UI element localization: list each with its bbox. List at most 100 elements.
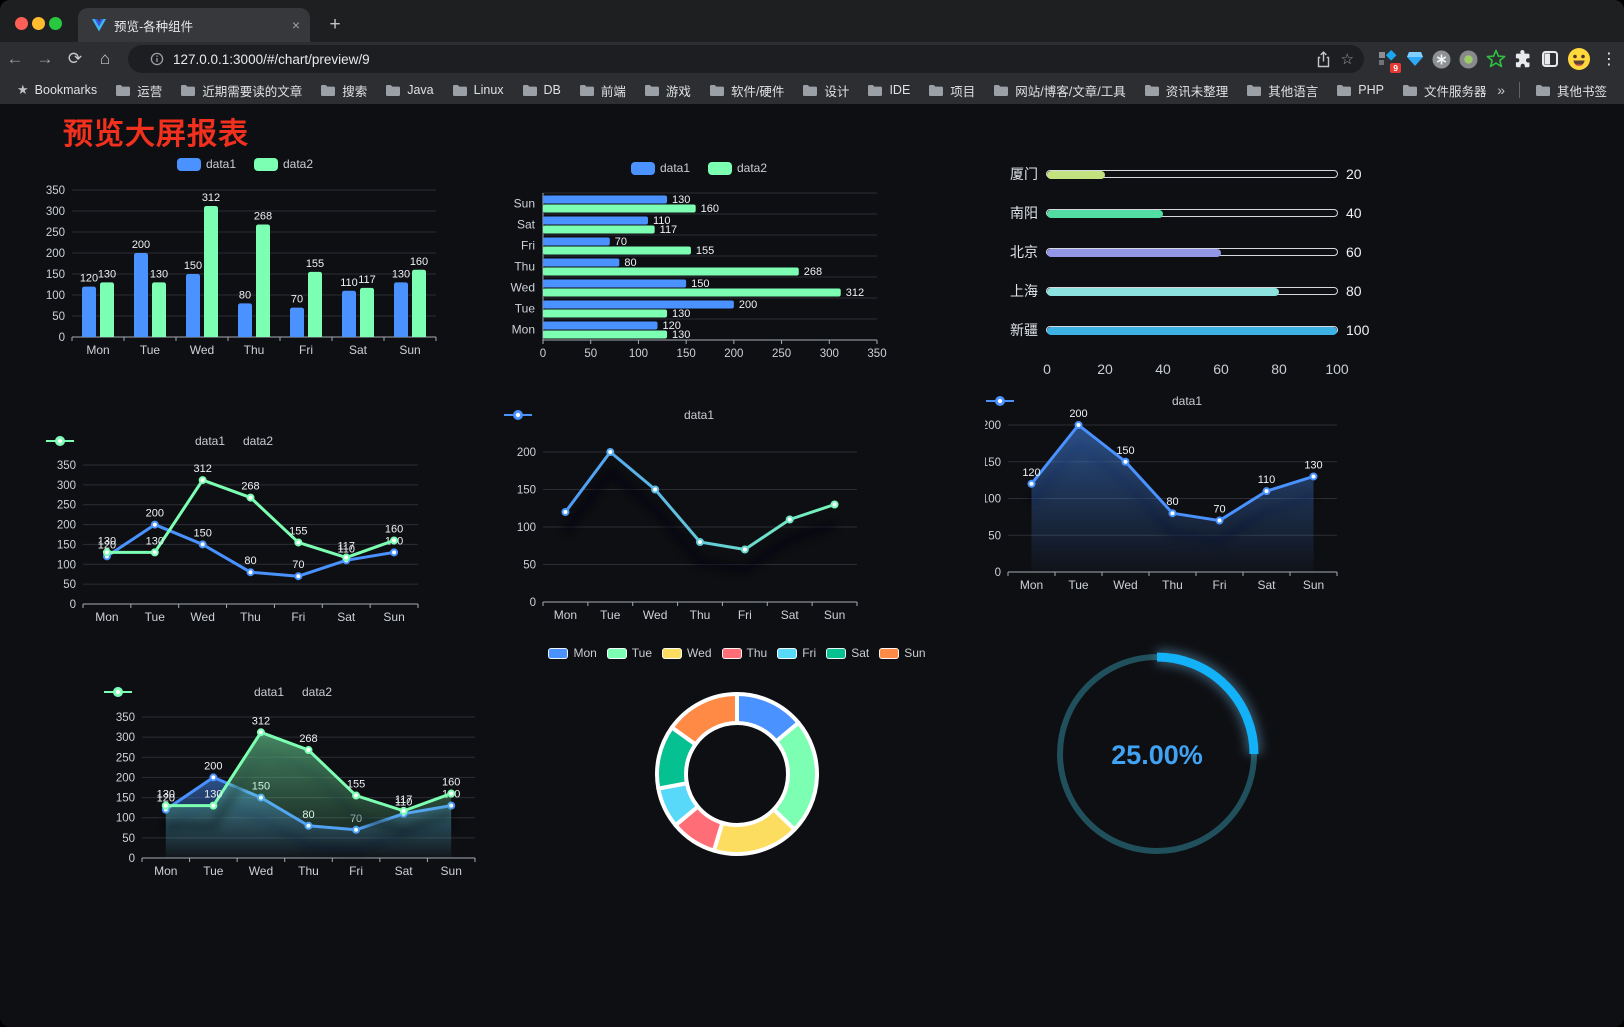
share-icon[interactable] <box>1316 50 1331 68</box>
bookmark-folder[interactable]: 设计 <box>793 81 858 100</box>
bar-segment[interactable] <box>412 269 426 337</box>
bar-segment[interactable] <box>290 307 304 337</box>
legend-item[interactable]: Fri <box>777 646 816 660</box>
bar-segment[interactable] <box>360 287 374 337</box>
legend-item[interactable]: Sat <box>826 646 869 660</box>
svg-text:130: 130 <box>392 268 410 280</box>
bar-segment[interactable] <box>543 195 668 204</box>
pie-slice[interactable] <box>711 807 797 856</box>
zoom-button[interactable] <box>49 17 62 30</box>
extension-icon-half-square[interactable] <box>1536 50 1563 68</box>
bookmark-folder[interactable]: 项目 <box>919 81 984 100</box>
bar-segment[interactable] <box>543 279 687 288</box>
bar-segment[interactable] <box>543 300 734 309</box>
bar-segment[interactable] <box>134 253 148 337</box>
bar-segment[interactable] <box>543 237 610 246</box>
bookmark-folder[interactable]: 近期需要读的文章 <box>171 81 311 100</box>
bar-segment[interactable] <box>152 282 166 337</box>
bar-segment[interactable] <box>543 321 658 330</box>
bookmark-folder[interactable]: 搜索 <box>311 81 376 100</box>
legend-item[interactable]: Wed <box>662 646 712 660</box>
url-text[interactable]: 127.0.0.1:3000/#/chart/preview/9 <box>173 51 370 67</box>
legend-item[interactable]: data2 <box>46 434 273 448</box>
extensions-puzzle-icon[interactable] <box>1509 49 1536 69</box>
legend-item[interactable]: data2 <box>254 157 313 171</box>
data-point <box>740 545 749 554</box>
bookmark-folder[interactable]: 游戏 <box>635 81 700 100</box>
bar-segment[interactable] <box>186 274 200 337</box>
bar-segment[interactable] <box>543 258 620 267</box>
bar-segment[interactable] <box>342 290 356 337</box>
bookmark-folder[interactable]: PHP <box>1327 81 1393 100</box>
extension-icon-grid-diamond[interactable]: 9 <box>1374 49 1401 73</box>
browser-tab[interactable]: 预览-各种组件 × <box>78 8 310 42</box>
legend-item[interactable]: data1 <box>104 685 284 699</box>
svg-text:300: 300 <box>46 206 65 218</box>
bookmark-folder[interactable]: IDE <box>858 81 919 100</box>
legend-item[interactable]: Sun <box>879 646 926 660</box>
progress-value: 20 <box>1346 166 1362 182</box>
legend-item[interactable]: Mon <box>548 646 597 660</box>
bar-segment[interactable] <box>308 271 322 337</box>
bar-segment[interactable] <box>543 225 655 234</box>
tab-close-icon[interactable]: × <box>291 17 300 33</box>
bar-segment[interactable] <box>204 205 218 337</box>
bar-segment[interactable] <box>543 246 691 255</box>
extension-icon-circle-dot[interactable] <box>1455 50 1482 69</box>
extension-icon-circle-asterisk[interactable] <box>1428 50 1455 69</box>
legend-item[interactable]: data1 <box>630 161 690 175</box>
forward-icon[interactable]: → <box>36 49 54 68</box>
bookmark-folder[interactable]: 运营 <box>106 81 171 100</box>
bar-segment[interactable] <box>100 282 114 337</box>
bar-segment[interactable] <box>543 267 799 276</box>
bar-segment[interactable] <box>543 216 648 225</box>
bar-segment[interactable] <box>543 330 668 339</box>
legend-item[interactable]: data2 <box>708 161 767 175</box>
axis-tick-label: 80 <box>1271 361 1287 377</box>
bookmark-folder[interactable]: 软件/硬件 <box>700 81 793 100</box>
svg-text:200: 200 <box>724 348 743 360</box>
bookmark-folder[interactable]: 网站/博客/文章/工具 <box>984 81 1134 100</box>
profile-avatar[interactable] <box>1565 47 1592 71</box>
svg-text:100: 100 <box>116 813 135 825</box>
bar-segment[interactable] <box>256 224 270 337</box>
legend-item[interactable]: data1 <box>46 434 225 448</box>
bookmarks-right-group: » 其他书签 <box>1489 81 1616 100</box>
bar-segment[interactable] <box>543 309 668 318</box>
site-info-icon[interactable] <box>150 52 164 66</box>
extension-icon-gem[interactable] <box>1401 51 1428 67</box>
other-bookmarks[interactable]: 其他书签 <box>1526 81 1616 100</box>
bookmark-folder[interactable]: 资讯未整理 <box>1135 81 1238 100</box>
home-icon[interactable]: ⌂ <box>99 49 111 68</box>
close-button[interactable] <box>15 17 28 30</box>
svg-text:0: 0 <box>995 567 1001 579</box>
bookmark-folder[interactable]: Java <box>376 81 442 100</box>
bar-segment[interactable] <box>82 286 96 337</box>
bar-segment[interactable] <box>543 204 696 213</box>
bar-segment[interactable] <box>238 303 252 337</box>
legend-item[interactable]: data1 <box>176 157 236 171</box>
bookmark-folder[interactable]: 前端 <box>570 81 635 100</box>
new-tab-button[interactable]: + <box>329 14 341 35</box>
pie-slice[interactable] <box>669 692 739 747</box>
bookmark-folder[interactable]: 其他语言 <box>1237 81 1327 100</box>
bookmark-folder[interactable]: DB <box>513 81 570 100</box>
bookmark-star-icon[interactable]: ☆ <box>1340 51 1354 68</box>
legend-item[interactable]: data2 <box>104 685 332 699</box>
legend-item[interactable]: data1 <box>986 394 1202 408</box>
bar-segment[interactable] <box>543 288 841 297</box>
bar-segment[interactable] <box>394 282 408 337</box>
back-icon[interactable]: ← <box>6 49 24 68</box>
bookmarks-overflow-chevron[interactable]: » <box>1497 82 1505 98</box>
browser-menu-icon[interactable]: ⋮ <box>1601 51 1617 68</box>
legend-item[interactable]: data1 <box>504 408 714 422</box>
legend-item[interactable]: Thu <box>721 646 767 660</box>
reload-icon[interactable]: ⟳ <box>67 49 83 68</box>
legend-item[interactable]: Tue <box>606 646 652 660</box>
address-bar[interactable]: 127.0.0.1:3000/#/chart/preview/9 ☆ <box>128 45 1364 73</box>
minimize-button[interactable] <box>32 17 45 30</box>
bookmark-folder[interactable]: Linux <box>443 81 513 100</box>
bookmarks-root[interactable]: ★ Bookmarks <box>8 82 106 98</box>
extension-icon-green-star[interactable] <box>1482 49 1509 69</box>
bookmark-folder[interactable]: 文件服务器 <box>1393 81 1489 100</box>
